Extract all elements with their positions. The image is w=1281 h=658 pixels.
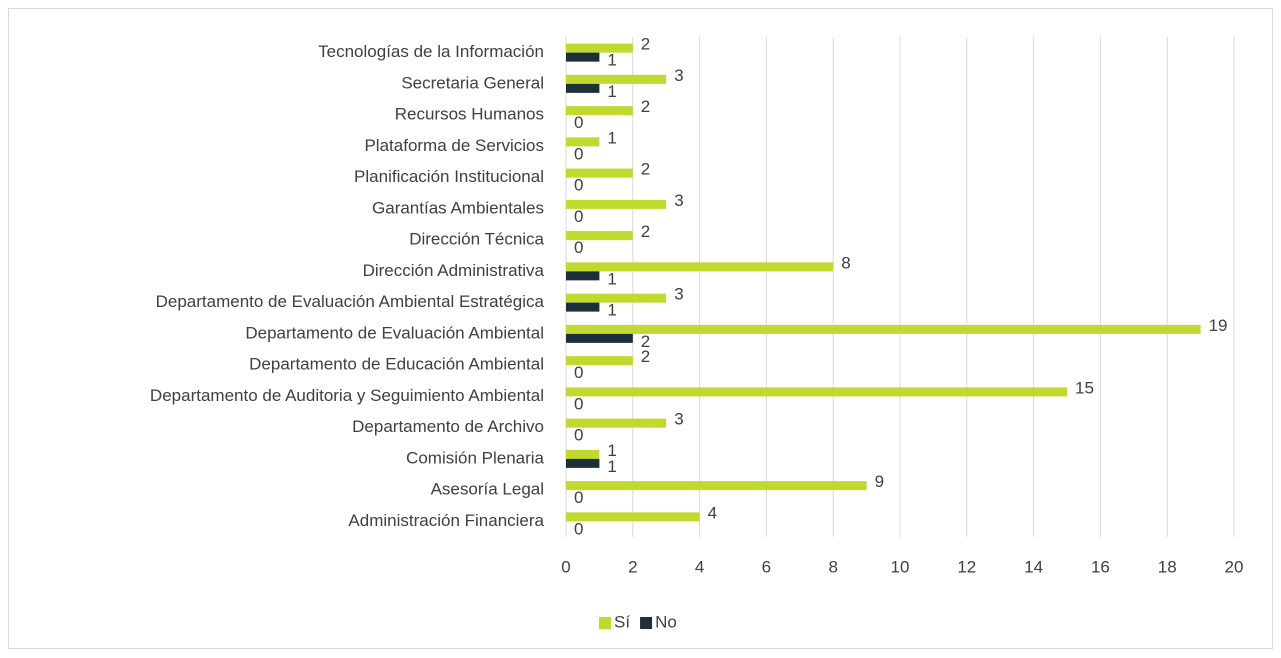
- data-label: 3: [674, 191, 683, 210]
- data-label: 3: [674, 66, 683, 85]
- bar: [566, 324, 1201, 334]
- y-tick-label: Departamento de Educación Ambiental: [249, 355, 544, 374]
- data-label: 1: [607, 128, 616, 147]
- data-label: 2: [641, 35, 650, 54]
- data-label: 1: [607, 269, 616, 288]
- data-label: 1: [607, 441, 616, 460]
- bar: [566, 418, 667, 428]
- y-tick-label: Departamento de Evaluación Ambiental: [245, 323, 544, 342]
- data-label: 3: [674, 410, 683, 429]
- data-label: 0: [574, 238, 583, 257]
- legend-swatch: [599, 617, 611, 629]
- bar: [566, 293, 667, 303]
- bar: [566, 512, 700, 522]
- x-tick-label: 6: [762, 557, 771, 576]
- data-label: 0: [574, 394, 583, 413]
- legend-label: Sí: [614, 612, 630, 631]
- data-label: 0: [574, 176, 583, 195]
- data-label: 1: [607, 51, 616, 70]
- y-tick-label: Plataforma de Servicios: [364, 136, 544, 155]
- data-label: 1: [607, 301, 616, 320]
- data-label: 0: [574, 426, 583, 445]
- bar: [566, 458, 600, 468]
- x-tick-label: 12: [957, 557, 976, 576]
- data-label: 2: [641, 160, 650, 179]
- y-tick-label: Planificación Institucional: [354, 167, 544, 186]
- data-label: 2: [641, 332, 650, 351]
- bar: [566, 52, 600, 62]
- bar: [566, 231, 633, 241]
- y-tick-label: Departamento de Evaluación Ambiental Est…: [156, 292, 545, 311]
- x-tick-label: 4: [695, 557, 704, 576]
- bar: [566, 271, 600, 281]
- data-label: 0: [574, 113, 583, 132]
- data-label: 1: [607, 457, 616, 476]
- bar: [566, 302, 600, 312]
- x-tick-label: 16: [1091, 557, 1110, 576]
- x-tick-label: 0: [561, 557, 570, 576]
- legend-swatch: [640, 617, 653, 629]
- legend-label: No: [655, 612, 677, 631]
- x-tick-label: 20: [1225, 557, 1244, 576]
- data-label: 2: [641, 222, 650, 241]
- bar: [566, 106, 633, 116]
- bar: [566, 168, 633, 178]
- data-label: 0: [574, 207, 583, 226]
- x-tick-label: 2: [628, 557, 637, 576]
- x-tick-label: 14: [1024, 557, 1043, 576]
- x-tick-label: 10: [891, 557, 910, 576]
- y-tick-label: Secretaria General: [401, 73, 544, 92]
- data-label: 0: [574, 363, 583, 382]
- y-tick-label: Comisión Plenaria: [406, 448, 544, 467]
- data-label: 0: [574, 519, 583, 538]
- bar: [566, 387, 1067, 397]
- y-tick-label: Garantías Ambientales: [372, 198, 544, 217]
- data-label: 2: [641, 347, 650, 366]
- data-label: 0: [574, 144, 583, 163]
- x-tick-label: 8: [828, 557, 837, 576]
- y-tick-label: Dirección Técnica: [409, 230, 544, 249]
- x-tick-label: 18: [1158, 557, 1177, 576]
- bar: [566, 199, 667, 209]
- data-label: 8: [841, 253, 850, 272]
- y-tick-label: Recursos Humanos: [395, 105, 544, 124]
- bar: [566, 74, 667, 84]
- data-label: 4: [708, 503, 717, 522]
- data-label: 2: [641, 97, 650, 116]
- data-label: 9: [875, 472, 884, 491]
- y-tick-label: Departamento de Archivo: [352, 417, 544, 436]
- y-tick-label: Administración Financiera: [348, 511, 544, 530]
- y-tick-label: Departamento de Auditoria y Seguimiento …: [150, 386, 544, 405]
- y-tick-label: Tecnologías de la Información: [318, 42, 544, 61]
- bar: [566, 43, 633, 53]
- data-label: 19: [1209, 316, 1228, 335]
- bar: [566, 481, 867, 491]
- bar: [566, 356, 633, 366]
- bar: [566, 83, 600, 93]
- bar: [566, 262, 834, 272]
- data-label: 15: [1075, 378, 1094, 397]
- bar: [566, 333, 633, 343]
- data-label: 1: [607, 82, 616, 101]
- data-label: 0: [574, 488, 583, 507]
- data-label: 3: [674, 285, 683, 304]
- y-tick-label: Asesoría Legal: [431, 480, 544, 499]
- bar: [566, 449, 600, 459]
- bar: [566, 137, 600, 147]
- y-tick-label: Dirección Administrativa: [363, 261, 545, 280]
